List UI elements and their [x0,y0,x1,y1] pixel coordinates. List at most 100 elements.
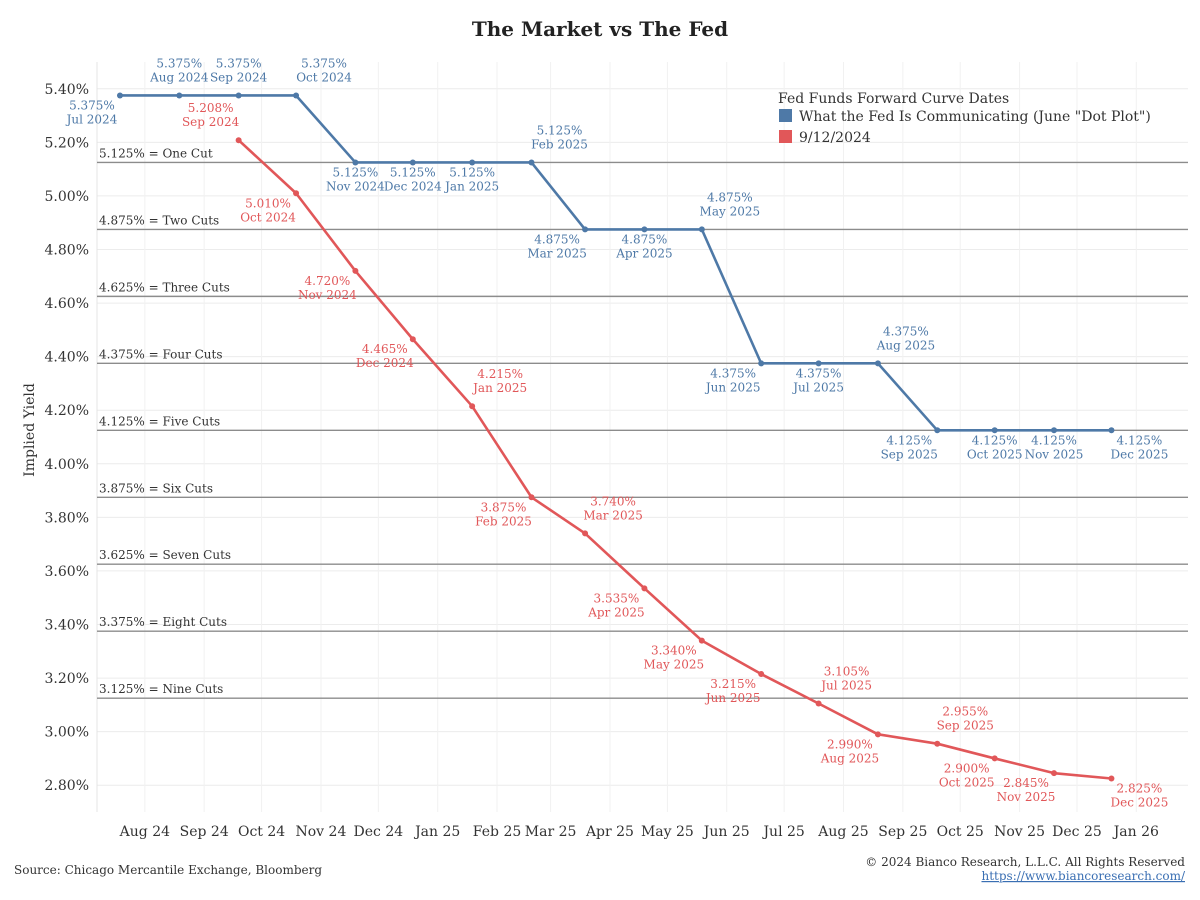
source-note: Source: Chicago Mercantile Exchange, Blo… [14,863,322,877]
legend-swatch-market [779,130,792,143]
y-tick-label: 5.40% [45,82,89,98]
series-point [1051,427,1058,434]
point-date-label: Nov 2024 [298,288,357,302]
reference-line-label: 4.625% = Three Cuts [99,280,230,294]
point-date-label: May 2025 [700,204,761,218]
point-value-label: 4.215% [477,367,523,381]
y-tick-label: 2.80% [45,778,89,794]
y-tick-label: 5.20% [45,135,89,151]
point-date-label: Aug 2024 [149,70,209,84]
x-tick-label: Nov 24 [296,824,347,840]
point-date-label: Aug 2025 [876,338,935,352]
series-point [582,226,589,233]
point-date-label: Sep 2025 [937,719,994,733]
series-point [758,360,765,367]
legend-label-market: 9/12/2024 [799,130,871,146]
series-point [815,700,822,707]
point-value-label: 3.340% [651,644,697,658]
point-date-label: May 2025 [644,658,705,672]
y-tick-label: 4.80% [45,243,89,259]
y-tick-label: 4.20% [45,403,89,419]
point-value-label: 4.125% [1031,433,1077,447]
website-link[interactable]: https://www.biancoresearch.com/ [981,869,1185,883]
series-point [815,360,822,367]
point-value-label: 5.125% [537,123,583,137]
point-date-label: Jan 2025 [443,179,499,193]
copyright-note: © 2024 Bianco Research, L.L.C. All Right… [865,855,1185,869]
reference-line-label: 5.125% = One Cut [99,146,213,160]
series-point [934,427,941,434]
point-value-label: 4.375% [796,366,842,380]
series-point [991,427,998,434]
reference-line-label: 4.125% = Five Cuts [99,414,220,428]
point-value-label: 4.125% [972,433,1018,447]
chart-title: The Market vs The Fed [472,17,728,41]
point-value-label: 3.105% [824,665,870,679]
legend-label-fed: What the Fed Is Communicating (June "Dot… [799,109,1151,125]
y-tick-label: 3.00% [45,725,89,741]
series-line-0 [119,94,1112,432]
series-point [758,671,765,678]
point-date-label: Jul 2024 [65,112,118,126]
y-tick-label: 3.60% [45,564,89,580]
x-tick-label: Aug 24 [119,824,170,840]
y-tick-label: 4.40% [45,350,89,366]
series-point [934,740,941,747]
legend-swatch-fed [779,109,792,122]
series-point [235,137,242,144]
x-tick-label: Nov 25 [994,824,1045,840]
series-point [528,494,535,501]
series-point [991,755,998,762]
series-line-1 [237,139,1112,780]
y-tick-label: 3.40% [45,618,89,634]
point-value-label: 4.875% [622,232,668,246]
point-date-label: Oct 2024 [296,70,352,84]
x-tick-label: May 25 [641,824,694,840]
point-date-label: Apr 2025 [615,246,672,260]
point-date-label: Sep 2024 [210,70,268,84]
legend: Fed Funds Forward Curve Dates What the F… [778,91,1151,146]
point-value-label: 4.720% [305,274,351,288]
point-value-label: 4.125% [886,433,932,447]
series-point [293,190,300,197]
point-value-label: 5.375% [301,56,347,70]
series-point [352,159,359,166]
point-date-label: Nov 2024 [326,179,385,193]
reference-line-label: 3.125% = Nine Cuts [99,682,223,696]
series-point [235,92,242,99]
point-value-label: 3.535% [594,591,640,605]
series-point [409,159,416,166]
point-date-label: Dec 2024 [356,356,414,370]
x-tick-label: Mar 25 [525,824,577,840]
point-value-label: 2.900% [944,761,990,775]
series-point [874,360,881,367]
point-value-label: 5.375% [156,56,202,70]
series-point [698,637,705,644]
y-axis: 2.80% 3.00% 3.20% 3.40% 3.60% 3.80% 4.00% 4.20%… [45,82,89,794]
point-value-label: 4.875% [707,190,753,204]
series-point [1051,770,1058,777]
point-date-label: Nov 2025 [1025,447,1084,461]
point-date-label: Jan 2025 [471,381,527,395]
series-point [1108,775,1115,782]
x-tick-label: Dec 24 [354,824,404,840]
point-date-label: Dec 2025 [1111,447,1169,461]
legend-title: Fed Funds Forward Curve Dates [778,91,1009,107]
series-point [469,159,476,166]
grid-layer [96,62,1188,812]
point-date-label: Nov 2025 [997,790,1056,804]
x-tick-label: Sep 24 [180,824,229,840]
point-value-label: 5.125% [390,165,436,179]
series-point [293,92,300,99]
x-tick-label: Dec 25 [1052,824,1102,840]
reference-lines: 5.125% = One Cut 4.875% = Two Cuts 4.625% … [97,146,1188,699]
point-date-label: Mar 2025 [527,246,587,260]
x-tick-label: Oct 24 [238,824,285,840]
x-tick-label: Aug 25 [817,824,868,840]
point-value-label: 4.375% [883,324,929,338]
x-tick-label: Jan 26 [1112,824,1159,840]
series-point [409,336,416,343]
x-tick-label: Jan 25 [413,824,460,840]
